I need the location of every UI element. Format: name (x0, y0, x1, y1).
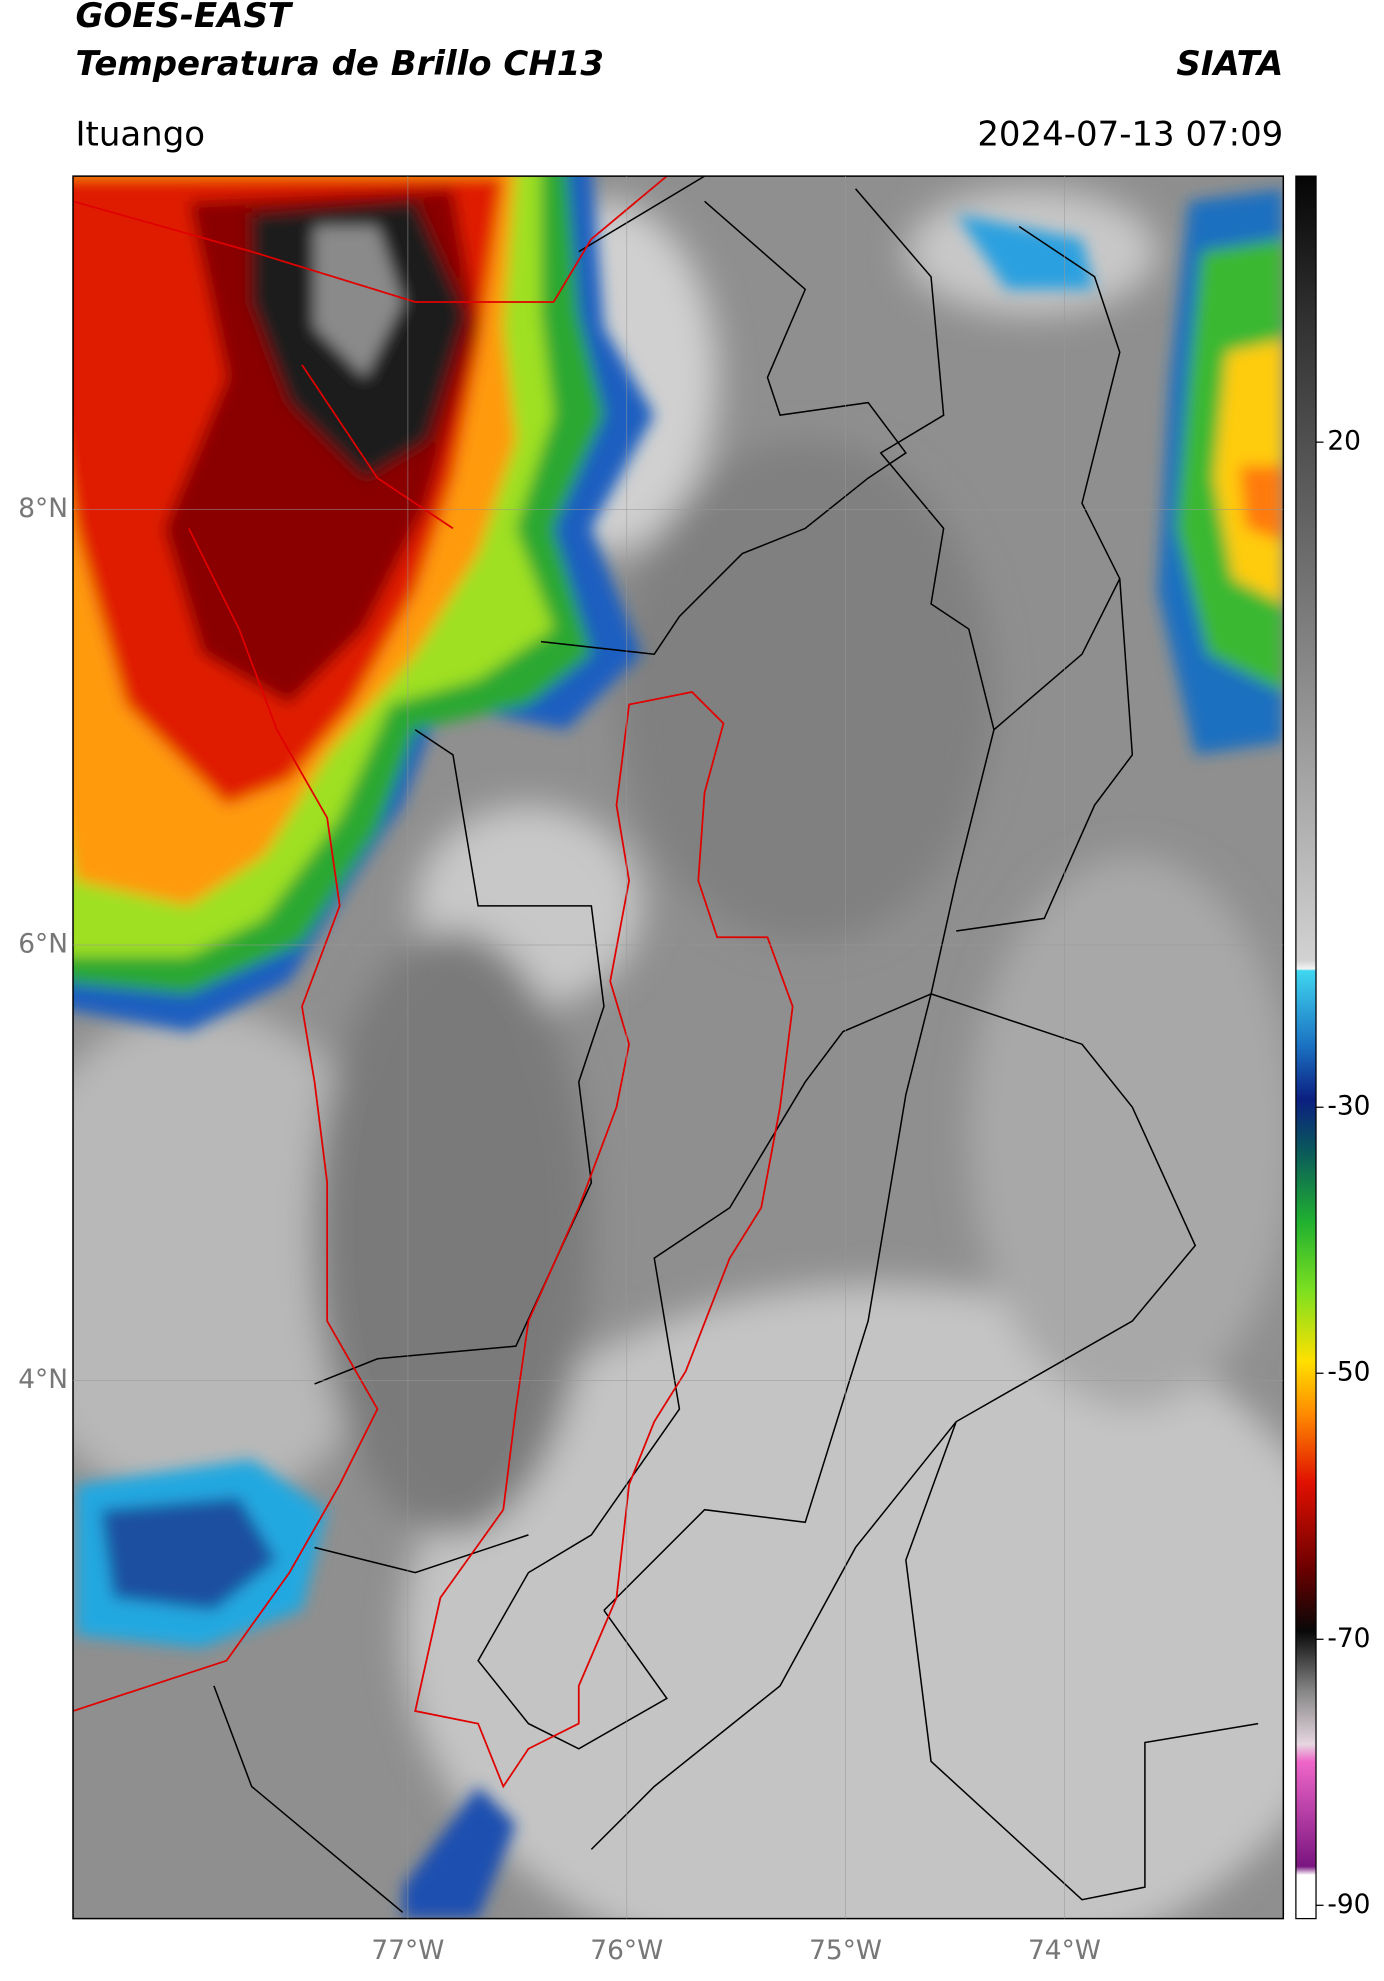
satellite-title: GOES-EAST (76, 0, 294, 36)
datetime: 2024-07-13 07:09 (977, 114, 1283, 154)
region-outline (73, 176, 794, 1789)
x-tick-label: 76°W (590, 1935, 663, 1966)
colorbar (1295, 175, 1317, 1920)
agency: SIATA (1176, 44, 1283, 84)
colorbar-tick-label: -30 (1327, 1091, 1370, 1122)
axes: 77°W 76°W 75°W 74°W 8°N 6°N 4°N 20 -30 -50 -70 -90 (18, 176, 1370, 1966)
y-tick-label: 4°N (18, 1364, 68, 1395)
colorbar-tick-label: -50 (1327, 1357, 1370, 1388)
colorbar-tick-label: -70 (1327, 1623, 1370, 1654)
x-tick-label: 74°W (1028, 1935, 1101, 1966)
colorbar-tick-label: 20 (1327, 426, 1361, 457)
location: Ituango (76, 114, 206, 154)
colorbar-tick-label: -90 (1327, 1889, 1370, 1920)
x-tick-label: 75°W (809, 1935, 882, 1966)
map-frame (72, 175, 1285, 1920)
y-tick-label: 8°N (18, 493, 68, 524)
satellite-image (73, 176, 1284, 1919)
product-title: Temperatura de Brillo CH13 (76, 44, 604, 84)
y-tick-label: 6°N (18, 928, 68, 959)
boundaries (213, 176, 1259, 1913)
x-tick-label: 77°W (371, 1935, 444, 1966)
